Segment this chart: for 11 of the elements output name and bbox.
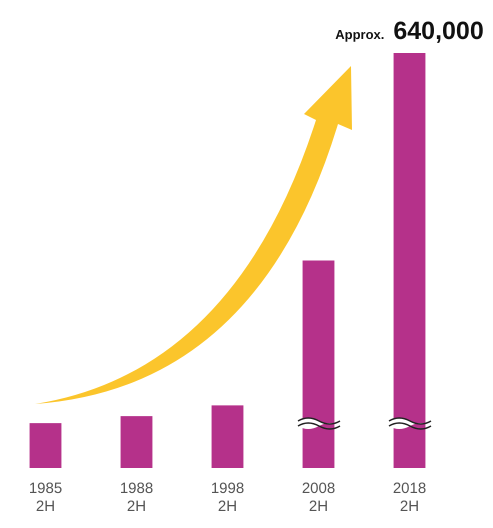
bar [394,53,426,468]
x-tick-label: 1985 2H [28,480,62,516]
bar [212,405,244,468]
x-tick-label: 2008 2H [302,480,336,516]
bar [302,260,334,468]
x-tick-label: 1988 2H [120,480,154,516]
bar [30,423,62,468]
bar [120,416,152,468]
annotation: Approx. 640,000 [335,17,484,45]
x-tick-label: 2018 2H [392,480,426,516]
x-tick-label: 1998 2H [210,480,244,516]
